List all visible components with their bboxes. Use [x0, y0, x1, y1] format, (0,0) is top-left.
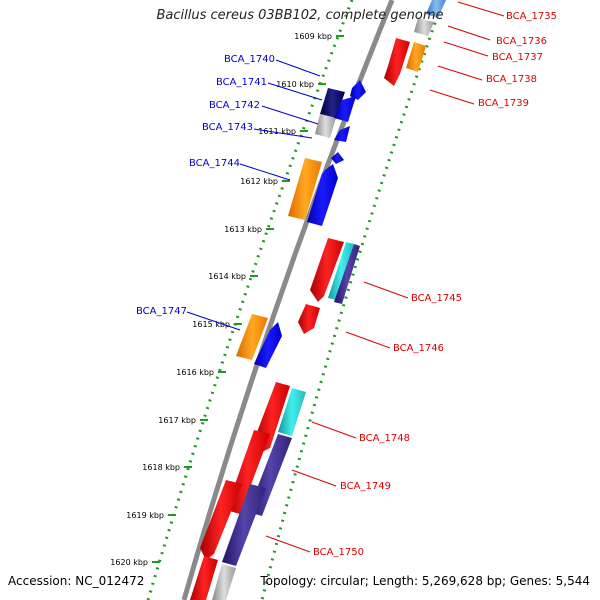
right-labels: BCA_1735 BCA_1736 BCA_1737 BCA_1738 BCA_… — [265, 1, 557, 558]
tick-label: 1620 kbp — [110, 558, 148, 567]
leader-line — [437, 65, 483, 81]
leader-line — [457, 1, 505, 17]
leader-line — [363, 281, 409, 299]
gene-blue-2 — [334, 96, 356, 122]
leader-line — [239, 163, 291, 181]
gene-label-bca1748[interactable]: BCA_1748 — [359, 433, 410, 444]
tick-label: 1618 kbp — [142, 463, 180, 472]
tick-label: 1615 kbp — [192, 320, 230, 329]
left-dotted-track — [146, 0, 354, 600]
gene-label-bca1744[interactable]: BCA_1744 — [189, 158, 240, 169]
gene-label-bca1747[interactable]: BCA_1747 — [136, 306, 187, 317]
leader-line — [186, 311, 241, 331]
leader-line — [311, 421, 357, 439]
gene-gray-top — [414, 18, 434, 36]
gene-blue-4 — [331, 152, 344, 164]
genes-blue — [254, 80, 366, 368]
genome-title: Bacillus cereus 03BB102, complete genome — [156, 8, 444, 23]
gene-label-bca1743[interactable]: BCA_1743 — [202, 122, 253, 133]
gene-label-bca1740[interactable]: BCA_1740 — [224, 54, 275, 65]
gene-label-bca1739[interactable]: BCA_1739 — [478, 98, 529, 109]
gene-purple-1745 — [334, 244, 360, 304]
gene-bca1744-orange — [288, 158, 322, 220]
gene-red-bottom — [190, 556, 218, 600]
gene-bca1740 — [320, 88, 345, 118]
gene-cyan-1748 — [278, 388, 306, 436]
tick-label: 1611 kbp — [258, 127, 296, 136]
accession-text: Accession: NC_012472 — [8, 574, 145, 588]
gene-blue-1 — [350, 80, 366, 100]
leader-line — [429, 89, 475, 105]
tick-label: 1613 kbp — [224, 225, 262, 234]
gene-label-bca1742[interactable]: BCA_1742 — [209, 100, 260, 111]
gene-label-bca1749[interactable]: BCA_1749 — [340, 481, 391, 492]
leader-line — [265, 535, 311, 553]
gene-cyan-1745 — [328, 242, 354, 300]
gene-orange-top — [406, 42, 426, 72]
leader-line — [253, 128, 313, 139]
left-labels: BCA_1740 BCA_1741 BCA_1742 BCA_1743 BCA_… — [136, 54, 323, 331]
gene-label-bca1736[interactable]: BCA_1736 — [496, 36, 547, 47]
genes-inner — [190, 0, 446, 600]
tick-label: 1610 kbp — [276, 80, 314, 89]
gene-bca1747-orange — [236, 314, 268, 360]
leader-line — [345, 331, 391, 349]
gene-red-top — [384, 38, 410, 86]
tick-label: 1617 kbp — [158, 416, 196, 425]
leader-line — [267, 82, 323, 101]
gene-red-1746 — [298, 304, 320, 334]
gene-label-bca1746[interactable]: BCA_1746 — [393, 343, 444, 354]
gene-label-bca1735[interactable]: BCA_1735 — [506, 11, 557, 22]
genome-summary-text: Topology: circular; Length: 5,269,628 bp… — [260, 574, 590, 588]
gene-purple-1750 — [222, 484, 266, 566]
leader-line — [443, 41, 489, 57]
gene-label-bca1750[interactable]: BCA_1750 — [313, 547, 364, 558]
leader-line — [447, 25, 491, 41]
tick-label: 1612 kbp — [240, 177, 278, 186]
gene-label-bca1738[interactable]: BCA_1738 — [486, 74, 537, 85]
gene-bca1741-gray — [315, 114, 336, 138]
tick-marks: 1609 kbp 1610 kbp 1611 kbp 1612 kbp 1613 kbp… — [110, 32, 344, 567]
gene-blue-6 — [254, 322, 282, 368]
gene-label-bca1737[interactable]: BCA_1737 — [492, 52, 543, 63]
tick-label: 1619 kbp — [126, 511, 164, 520]
leader-line — [261, 105, 319, 125]
right-dotted-track — [260, 0, 445, 600]
gene-label-bca1741[interactable]: BCA_1741 — [216, 77, 267, 88]
gene-blue-3 — [334, 126, 350, 142]
gene-label-bca1745[interactable]: BCA_1745 — [411, 293, 462, 304]
tick-label: 1616 kbp — [176, 368, 214, 377]
tick-label: 1609 kbp — [294, 32, 332, 41]
gene-blue-5 — [307, 164, 338, 226]
genes-left-strand — [236, 88, 345, 360]
gene-lightblue-top — [426, 0, 446, 18]
leader-line — [291, 469, 337, 487]
gene-gray-bottom — [212, 564, 236, 600]
tick-label: 1614 kbp — [208, 272, 246, 281]
leader-line — [275, 59, 321, 77]
gene-red-1750 — [200, 480, 242, 560]
gene-red-1745 — [310, 238, 344, 302]
